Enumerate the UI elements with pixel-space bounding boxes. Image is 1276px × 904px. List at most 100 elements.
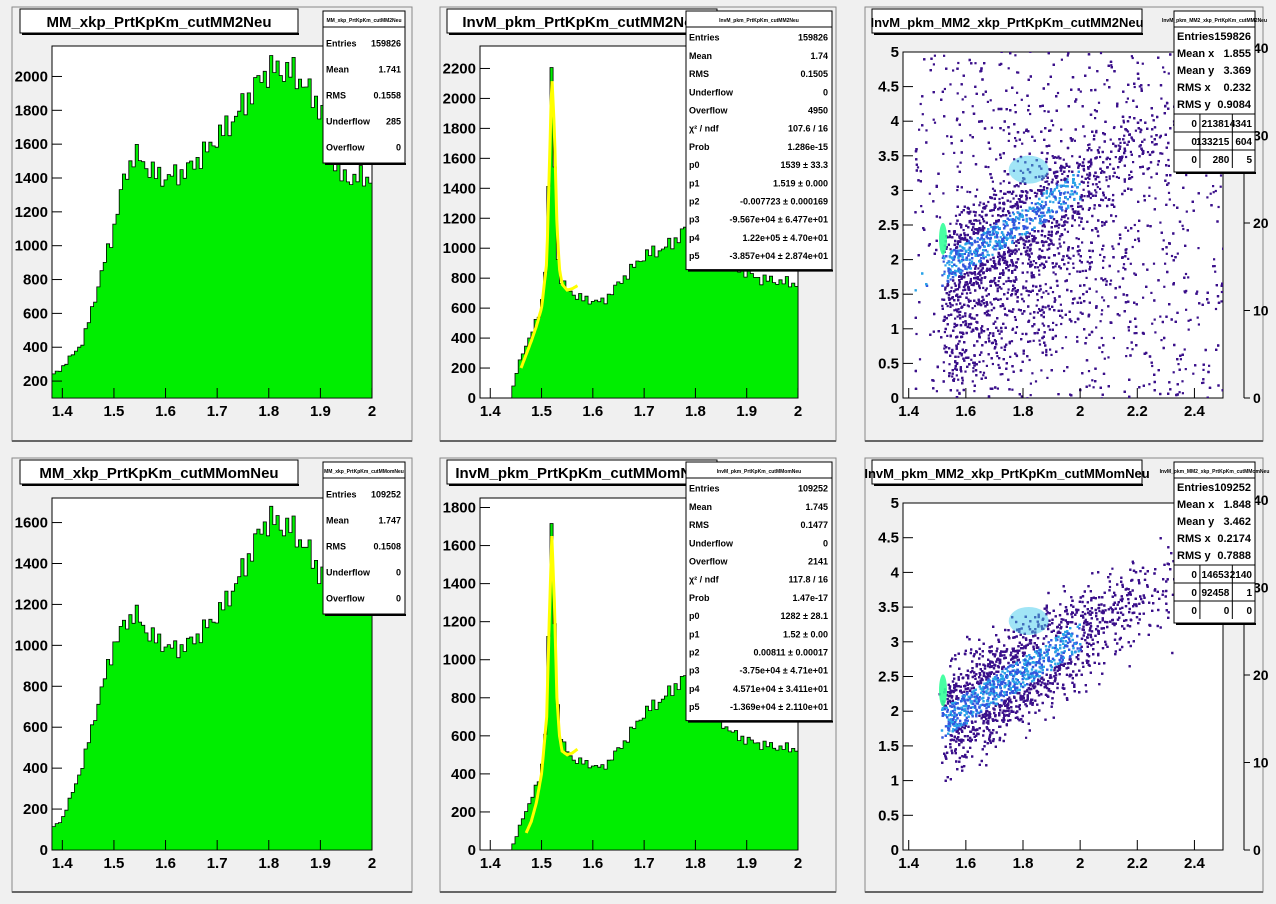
stat-label: Mean y	[1177, 65, 1215, 77]
y-tick-label: 0.5	[878, 355, 899, 372]
heatmap-cells	[938, 520, 1223, 782]
fit-curve	[524, 536, 579, 834]
stat-value: 109252	[798, 484, 828, 494]
x-tick-label: 2.4	[1184, 855, 1206, 872]
stat-value: 1282 ± 28.1	[781, 611, 828, 621]
stats-frame	[685, 461, 833, 722]
x-tick-label: 1.9	[310, 403, 331, 420]
x-tick-label: 2	[368, 855, 376, 872]
stat-value: 0.7888	[1217, 550, 1251, 562]
stat-label: p2	[689, 196, 700, 206]
grid-cell: 0	[1191, 155, 1197, 166]
y-tick-label: 2200	[443, 60, 476, 77]
stat-label: Mean x	[1177, 499, 1215, 511]
y-tick-label: 0	[891, 390, 899, 407]
y-tick-label: 4	[891, 564, 900, 581]
histogram-bars	[480, 523, 798, 850]
y-tick-label: 1400	[15, 170, 48, 187]
stat-label: Prob	[689, 142, 710, 152]
x-tick-label: 1.7	[634, 855, 655, 872]
stat-label: p1	[689, 178, 700, 188]
grid-cell: 0	[1191, 588, 1197, 599]
y-tick-label: 1200	[15, 204, 48, 221]
stats-frame	[322, 10, 406, 164]
stat-value: 0	[823, 87, 828, 97]
z-tick-label: 10	[1253, 755, 1269, 771]
y-tick-label: 400	[23, 339, 48, 356]
stat-label: p3	[689, 666, 700, 676]
x-tick-label: 1.6	[582, 855, 603, 872]
stat-label: RMS x	[1177, 533, 1212, 545]
stat-label: Mean	[689, 502, 712, 512]
stat-label: Mean	[326, 65, 349, 75]
y-tick-label: 2.5	[878, 217, 899, 234]
x-tick-label: 1.6	[155, 855, 176, 872]
stat-label: RMS	[326, 542, 346, 552]
stat-label: Mean	[326, 516, 349, 526]
x-tick-label: 1.5	[531, 403, 552, 420]
x-tick-label: 1.8	[1013, 403, 1034, 420]
y-tick-label: 1800	[15, 102, 48, 119]
x-tick-label: 1.8	[258, 403, 279, 420]
grid-cell: 1	[1246, 588, 1252, 599]
chart-title: InvM_pkm_PrtKpKm_cutMM2Neu	[462, 14, 701, 31]
x-tick-label: 1.8	[258, 855, 279, 872]
x-tick-label: 1.4	[480, 855, 502, 872]
stat-label: Entries	[1177, 482, 1214, 494]
y-tick-label: 2	[891, 703, 899, 720]
stat-label: Overflow	[689, 556, 729, 566]
stat-value: 0.1508	[373, 542, 401, 552]
grid-cell: 14653	[1202, 570, 1230, 581]
y-tick-label: 1.5	[878, 286, 899, 303]
stats-box: InvM_pkm_MM2_xkp_PrtKpKm_cutMMomNeu Entri…	[1160, 461, 1269, 625]
grid-cell: 0	[1191, 119, 1197, 130]
grid-cell: 280	[1213, 155, 1230, 166]
y-tick-label: 3	[891, 634, 899, 651]
grid-cell: 0	[1191, 606, 1197, 617]
z-tick-label: 20	[1253, 667, 1269, 683]
x-tick-label: 1.4	[52, 855, 74, 872]
y-tick-label: 600	[451, 300, 476, 317]
heatmap-cells	[914, 52, 1223, 398]
y-tick-label: 0.5	[878, 807, 899, 824]
stat-label: RMS y	[1177, 99, 1212, 111]
y-tick-label: 1800	[443, 120, 476, 137]
x-tick-label: 1.7	[207, 855, 228, 872]
z-tick-label: 30	[1253, 128, 1269, 144]
grid-cell: 0	[1224, 606, 1230, 617]
stats-frame	[322, 461, 406, 615]
y-tick-label: 1600	[443, 150, 476, 167]
y-tick-label: 0	[468, 390, 476, 407]
y-tick-label: 400	[23, 760, 48, 777]
histogram-bars	[52, 505, 372, 850]
y-tick-label: 800	[451, 270, 476, 287]
z-tick-label: 10	[1253, 303, 1269, 319]
stat-label: p3	[689, 215, 700, 225]
grid-cell: 0	[1246, 606, 1252, 617]
stat-label: Underflow	[689, 538, 734, 548]
stat-value: 3.462	[1223, 516, 1251, 528]
grid-cell: 92458	[1202, 588, 1230, 599]
y-tick-label: 2000	[15, 68, 48, 85]
chart-pad-1: 1.4 1.5 1.6 1.7 1.8 1.9 2 200 400 600 800 1000 1200 1…	[11, 6, 413, 442]
stat-value: 1.47e-17	[792, 593, 828, 603]
stat-label: χ² / ndf	[689, 124, 720, 134]
plot-area	[52, 505, 372, 850]
grid-cell: 5	[1246, 155, 1252, 166]
stat-label: Entries	[326, 490, 357, 500]
stat-value: 1.22e+05 ± 4.70e+01	[742, 233, 828, 243]
stat-label: p5	[689, 702, 700, 712]
stat-label: Entries	[689, 484, 720, 494]
stats-frame	[1173, 461, 1256, 624]
grid-cell: 21381	[1202, 119, 1230, 130]
x-tick-label: 1.6	[955, 855, 976, 872]
y-tick-label: 1000	[443, 652, 476, 669]
stat-label: Mean x	[1177, 48, 1215, 60]
y-tick-label: 2000	[443, 90, 476, 107]
stat-label: p0	[689, 611, 700, 621]
y-tick-label: 1800	[443, 500, 476, 517]
chart-title: MM_xkp_PrtKpKm_cutMM2Neu	[46, 14, 271, 31]
x-tick-label: 1.4	[898, 855, 920, 872]
grid-cell: 4341	[1230, 119, 1253, 130]
